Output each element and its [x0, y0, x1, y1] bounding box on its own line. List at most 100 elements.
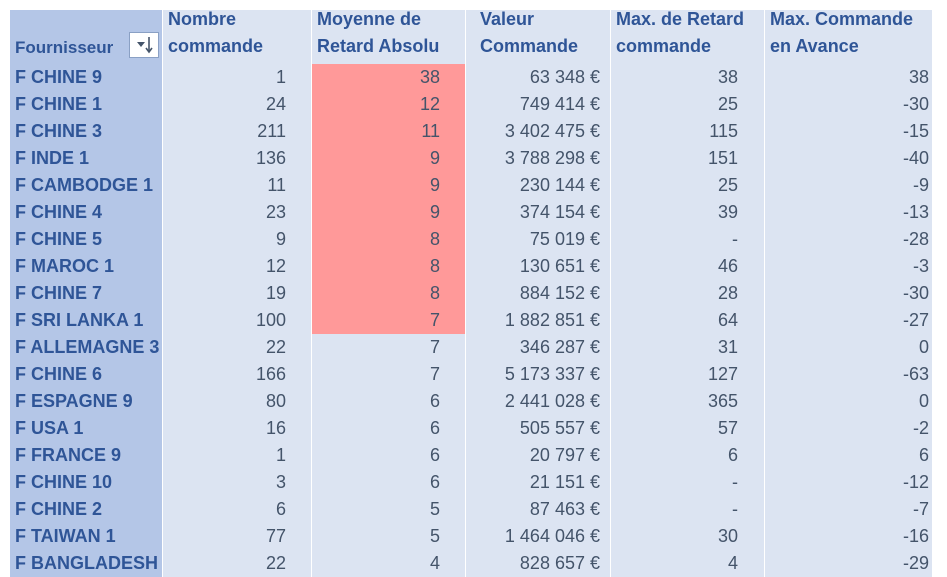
cell-order-count[interactable]: 136 — [163, 145, 312, 172]
cell-supplier[interactable]: F ALLEMAGNE 3 — [10, 334, 163, 361]
cell-order-count[interactable]: 22 — [163, 550, 312, 577]
cell-max-delay[interactable]: 38 — [611, 64, 765, 91]
cell-order-value[interactable]: 230 144 € — [466, 172, 611, 199]
cell-max-delay[interactable]: 127 — [611, 361, 765, 388]
cell-max-delay[interactable]: 6 — [611, 442, 765, 469]
cell-supplier[interactable]: F CHINE 1 — [10, 91, 163, 118]
cell-supplier[interactable]: F CHINE 4 — [10, 199, 163, 226]
cell-max-early[interactable]: -2 — [765, 415, 932, 442]
cell-avg-delay[interactable]: 8 — [312, 253, 466, 280]
cell-supplier[interactable]: F CHINE 9 — [10, 64, 163, 91]
cell-supplier[interactable]: F INDE 1 — [10, 145, 163, 172]
cell-supplier[interactable]: F CHINE 3 — [10, 118, 163, 145]
cell-order-count[interactable]: 211 — [163, 118, 312, 145]
cell-avg-delay[interactable]: 5 — [312, 523, 466, 550]
cell-max-delay[interactable]: 30 — [611, 523, 765, 550]
cell-avg-delay[interactable]: 7 — [312, 307, 466, 334]
cell-max-early[interactable]: 0 — [765, 388, 932, 415]
cell-avg-delay[interactable]: 9 — [312, 199, 466, 226]
cell-order-count[interactable]: 9 — [163, 226, 312, 253]
cell-max-early[interactable]: -12 — [765, 469, 932, 496]
cell-order-count[interactable]: 80 — [163, 388, 312, 415]
cell-order-count[interactable]: 16 — [163, 415, 312, 442]
cell-avg-delay[interactable]: 11 — [312, 118, 466, 145]
sort-descending-icon[interactable] — [129, 32, 159, 58]
cell-avg-delay[interactable]: 8 — [312, 226, 466, 253]
cell-avg-delay[interactable]: 9 — [312, 172, 466, 199]
cell-order-value[interactable]: 2 441 028 € — [466, 388, 611, 415]
cell-max-early[interactable]: -40 — [765, 145, 932, 172]
header-max-early[interactable]: Max. Commande en Avance — [765, 10, 932, 64]
cell-supplier[interactable]: F CHINE 6 — [10, 361, 163, 388]
cell-supplier[interactable]: F CHINE 2 — [10, 496, 163, 523]
cell-avg-delay[interactable]: 6 — [312, 388, 466, 415]
cell-order-value[interactable]: 130 651 € — [466, 253, 611, 280]
cell-max-delay[interactable]: 28 — [611, 280, 765, 307]
cell-max-early[interactable]: -3 — [765, 253, 932, 280]
cell-order-value[interactable]: 346 287 € — [466, 334, 611, 361]
cell-avg-delay[interactable]: 5 — [312, 496, 466, 523]
cell-max-delay[interactable]: 151 — [611, 145, 765, 172]
cell-max-delay[interactable]: 115 — [611, 118, 765, 145]
cell-max-early[interactable]: -30 — [765, 280, 932, 307]
cell-max-delay[interactable]: 31 — [611, 334, 765, 361]
cell-order-value[interactable]: 3 402 475 € — [466, 118, 611, 145]
cell-order-count[interactable]: 3 — [163, 469, 312, 496]
cell-order-value[interactable]: 828 657 € — [466, 550, 611, 577]
cell-order-count[interactable]: 24 — [163, 91, 312, 118]
cell-max-early[interactable]: -16 — [765, 523, 932, 550]
cell-max-delay[interactable]: - — [611, 496, 765, 523]
cell-max-delay[interactable]: 4 — [611, 550, 765, 577]
cell-supplier[interactable]: F SRI LANKA 1 — [10, 307, 163, 334]
cell-order-count[interactable]: 166 — [163, 361, 312, 388]
header-avg-delay[interactable]: Moyenne de Retard Absolu — [312, 10, 466, 64]
cell-max-delay[interactable]: 25 — [611, 91, 765, 118]
header-order-value[interactable]: Valeur Commande — [466, 10, 611, 64]
cell-max-early[interactable]: -28 — [765, 226, 932, 253]
cell-max-delay[interactable]: - — [611, 469, 765, 496]
cell-supplier[interactable]: F MAROC 1 — [10, 253, 163, 280]
cell-order-value[interactable]: 884 152 € — [466, 280, 611, 307]
cell-supplier[interactable]: F TAIWAN 1 — [10, 523, 163, 550]
cell-order-value[interactable]: 63 348 € — [466, 64, 611, 91]
cell-avg-delay[interactable]: 8 — [312, 280, 466, 307]
cell-max-early[interactable]: -9 — [765, 172, 932, 199]
cell-max-delay[interactable]: 25 — [611, 172, 765, 199]
cell-order-value[interactable]: 1 464 046 € — [466, 523, 611, 550]
cell-order-count[interactable]: 1 — [163, 64, 312, 91]
cell-order-count[interactable]: 23 — [163, 199, 312, 226]
cell-order-value[interactable]: 75 019 € — [466, 226, 611, 253]
cell-max-early[interactable]: -7 — [765, 496, 932, 523]
cell-supplier[interactable]: F CHINE 5 — [10, 226, 163, 253]
cell-order-count[interactable]: 12 — [163, 253, 312, 280]
cell-max-delay[interactable]: 365 — [611, 388, 765, 415]
cell-order-count[interactable]: 19 — [163, 280, 312, 307]
cell-max-early[interactable]: 38 — [765, 64, 932, 91]
cell-max-early[interactable]: -27 — [765, 307, 932, 334]
cell-supplier[interactable]: F USA 1 — [10, 415, 163, 442]
cell-supplier[interactable]: F CAMBODGE 1 — [10, 172, 163, 199]
cell-max-delay[interactable]: 64 — [611, 307, 765, 334]
header-order-count[interactable]: Nombre commande — [163, 10, 312, 64]
cell-max-early[interactable]: -15 — [765, 118, 932, 145]
cell-supplier[interactable]: F CHINE 7 — [10, 280, 163, 307]
cell-order-value[interactable]: 1 882 851 € — [466, 307, 611, 334]
cell-order-value[interactable]: 749 414 € — [466, 91, 611, 118]
cell-avg-delay[interactable]: 38 — [312, 64, 466, 91]
header-supplier[interactable]: Fournisseur — [10, 10, 163, 64]
cell-max-delay[interactable]: 57 — [611, 415, 765, 442]
cell-avg-delay[interactable]: 12 — [312, 91, 466, 118]
cell-max-delay[interactable]: 39 — [611, 199, 765, 226]
cell-supplier[interactable]: F CHINE 10 — [10, 469, 163, 496]
cell-avg-delay[interactable]: 7 — [312, 334, 466, 361]
cell-avg-delay[interactable]: 6 — [312, 469, 466, 496]
cell-supplier[interactable]: F FRANCE 9 — [10, 442, 163, 469]
cell-order-value[interactable]: 87 463 € — [466, 496, 611, 523]
cell-avg-delay[interactable]: 9 — [312, 145, 466, 172]
cell-avg-delay[interactable]: 6 — [312, 442, 466, 469]
cell-max-early[interactable]: -63 — [765, 361, 932, 388]
cell-order-value[interactable]: 3 788 298 € — [466, 145, 611, 172]
cell-order-count[interactable]: 100 — [163, 307, 312, 334]
cell-avg-delay[interactable]: 7 — [312, 361, 466, 388]
cell-order-value[interactable]: 21 151 € — [466, 469, 611, 496]
